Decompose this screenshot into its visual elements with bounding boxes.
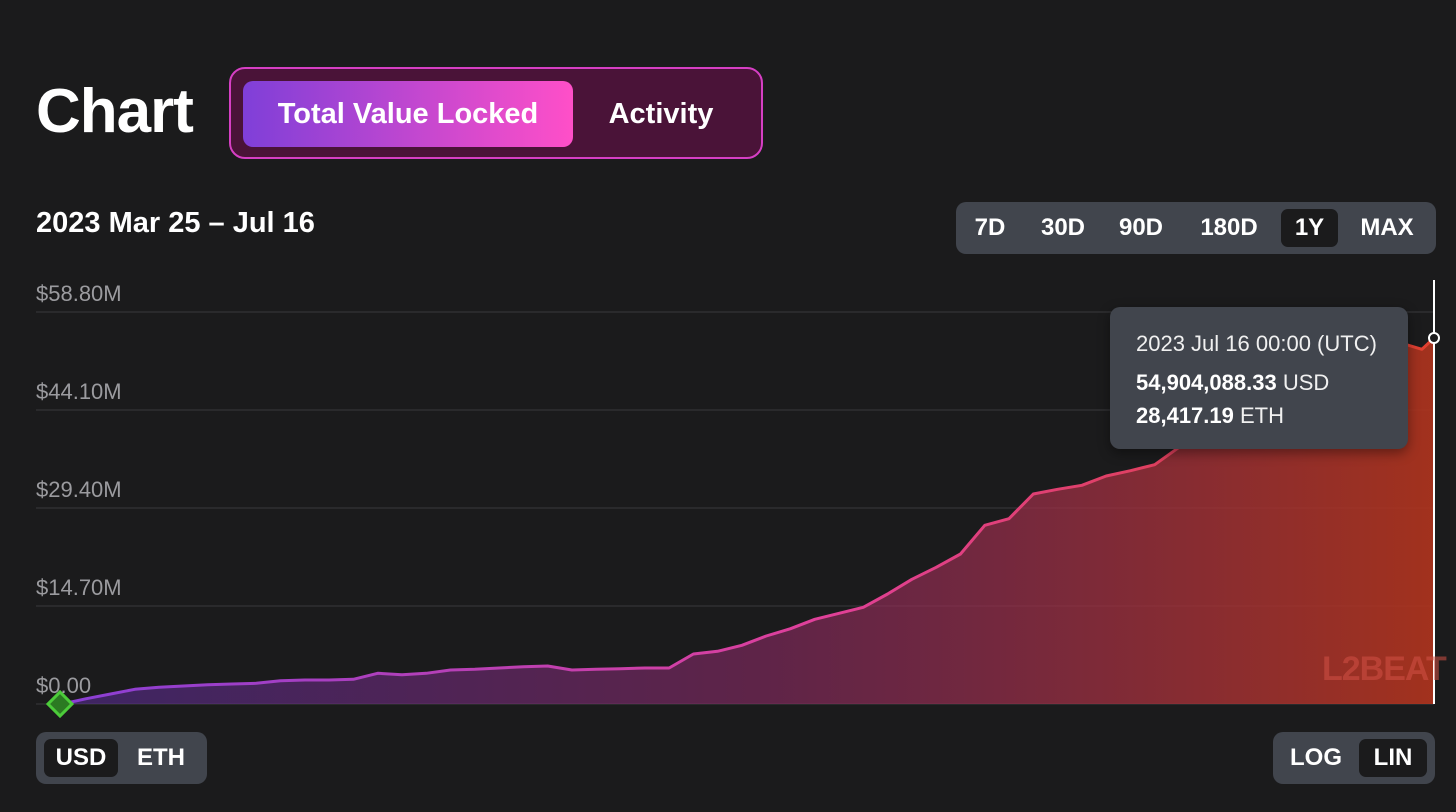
page-title: Chart	[36, 77, 194, 146]
tooltip-eth-value: 28,417.19	[1136, 403, 1234, 428]
currency-toggle: USD ETH	[36, 732, 207, 784]
chart-type-tabs: Total Value Locked Activity	[229, 67, 763, 159]
currency-eth-button[interactable]: ETH	[137, 744, 185, 771]
chart-tooltip: 2023 Jul 16 00:00 (UTC) 54,904,088.33 US…	[1110, 307, 1408, 449]
hover-point	[1428, 332, 1440, 344]
date-range: 2023 Mar 25 – Jul 16	[36, 207, 315, 239]
tooltip-usd-unit: USD	[1282, 370, 1330, 395]
tooltip-usd-value: 54,904,088.33	[1136, 370, 1277, 395]
period-1y-button[interactable]: 1Y	[1281, 209, 1338, 247]
period-180d-button[interactable]: 180D	[1200, 214, 1258, 241]
currency-usd-button[interactable]: USD	[44, 739, 118, 777]
tab-total-value-locked[interactable]: Total Value Locked	[243, 81, 573, 147]
period-selector: 7D 30D 90D 180D 1Y MAX	[956, 202, 1436, 254]
tooltip-usd: 54,904,088.33 USD	[1136, 370, 1329, 396]
period-30d-button[interactable]: 30D	[1040, 214, 1086, 241]
scale-lin-button[interactable]: LIN	[1359, 739, 1427, 777]
scale-log-button[interactable]: LOG	[1290, 744, 1342, 771]
tooltip-eth-unit: ETH	[1240, 403, 1284, 428]
period-90d-button[interactable]: 90D	[1118, 214, 1164, 241]
y-tick-label: $0.00	[36, 673, 92, 698]
y-tick-label: $58.80M	[36, 281, 122, 306]
tooltip-eth: 28,417.19 ETH	[1136, 403, 1284, 429]
y-tick-label: $14.70M	[36, 575, 122, 600]
scale-toggle: LOG LIN	[1273, 732, 1435, 784]
y-tick-label: $44.10M	[36, 379, 122, 404]
start-marker-icon	[45, 689, 75, 719]
period-7d-button[interactable]: 7D	[974, 214, 1006, 241]
y-tick-label: $29.40M	[36, 477, 122, 502]
tooltip-date: 2023 Jul 16 00:00 (UTC)	[1136, 331, 1377, 356]
l2beat-logo: L2BEAT	[1322, 650, 1447, 688]
tvl-area	[62, 338, 1434, 704]
period-max-button[interactable]: MAX	[1360, 214, 1414, 241]
tab-activity[interactable]: Activity	[608, 97, 714, 130]
